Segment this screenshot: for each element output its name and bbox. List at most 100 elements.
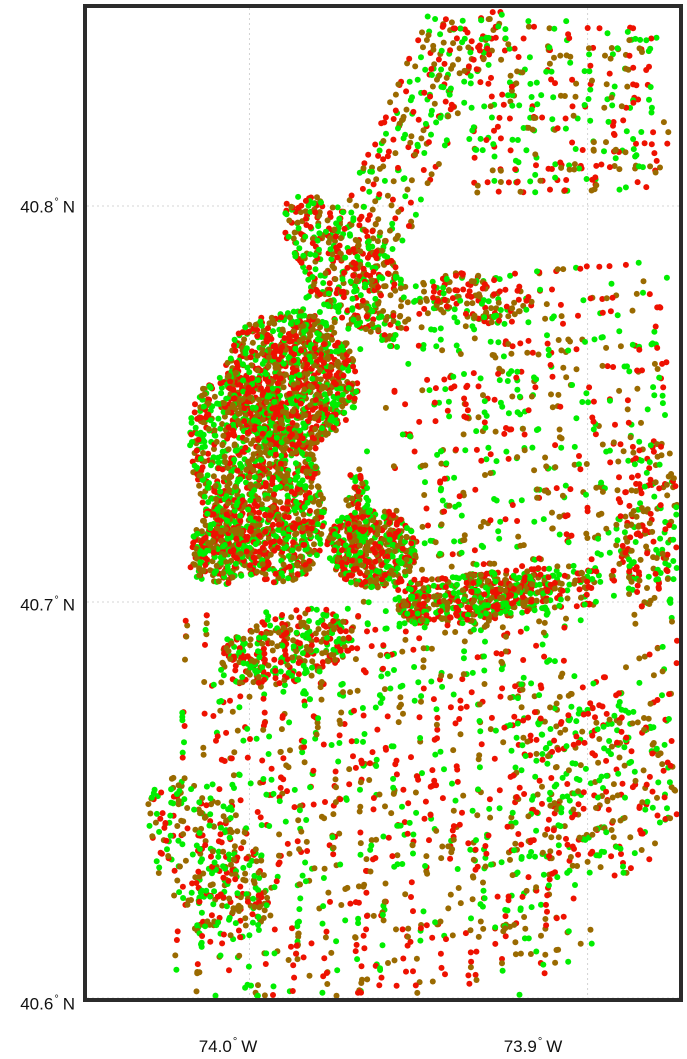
marker-point [440,22,447,29]
marker-point [256,425,263,432]
marker-point [505,313,512,320]
marker-point [283,485,290,492]
marker-point [545,165,552,172]
marker-point [237,410,243,417]
marker-point [461,35,468,42]
marker-point [273,434,280,441]
marker-point [558,444,565,451]
marker-point [285,553,292,559]
marker-point [529,126,536,133]
marker-point [457,297,464,304]
marker-point [392,91,399,98]
marker-point [588,556,595,563]
marker-point [387,292,394,299]
marker-point [449,551,456,558]
marker-point [210,549,217,556]
point-map[interactable] [87,8,679,998]
marker-point [629,443,636,450]
marker-point [275,521,282,528]
marker-point [258,322,265,329]
marker-point [448,19,455,26]
marker-point [518,497,525,504]
marker-point [307,251,314,258]
marker-point [249,455,256,462]
marker-point [301,422,308,429]
marker-point [462,447,469,454]
marker-point [461,78,468,85]
marker-point [552,174,559,181]
marker-point [441,142,448,149]
marker-point [497,179,504,185]
marker-point [483,137,490,143]
marker-point [509,393,516,400]
marker-point [584,535,591,541]
marker-point [527,178,534,185]
marker-point [210,421,217,428]
marker-point [400,294,407,301]
marker-point [290,408,296,415]
marker-point [469,127,476,134]
marker-point [418,54,424,61]
marker-point [311,345,318,352]
marker-point [255,509,262,516]
marker-point [433,343,440,350]
marker-point [210,473,217,480]
marker-point [349,306,356,313]
marker-point [212,530,219,537]
marker-point [435,161,442,167]
marker-point [471,154,478,161]
marker-point [370,181,377,188]
marker-point [359,185,366,192]
marker-point [211,393,218,400]
marker-point [593,162,600,169]
marker-point [392,548,398,555]
marker-point [531,467,538,474]
marker-point [382,114,389,121]
marker-point [378,292,384,299]
marker-point [280,384,287,391]
marker-point [470,370,477,377]
marker-point [437,31,444,38]
marker-point [423,297,430,304]
marker-point [658,443,664,450]
marker-point [481,281,488,288]
marker-point [241,336,248,343]
marker-point [342,360,349,367]
marker-point [211,446,217,452]
marker-point [362,281,368,288]
marker-point [472,486,479,493]
marker-point [377,229,384,236]
marker-point [250,417,257,424]
marker-point [533,79,540,86]
marker-point [480,561,487,568]
marker-point [302,562,309,568]
marker-point [625,419,632,426]
marker-point [349,495,356,502]
marker-point [399,545,406,552]
map-frame[interactable] [83,4,683,1002]
marker-point [550,94,557,101]
marker-point [557,403,564,410]
marker-point [416,418,423,425]
marker-point [316,291,323,298]
marker-point [332,276,339,283]
marker-point [258,501,265,508]
marker-point [624,28,631,35]
marker-point [340,209,346,216]
marker-point [369,228,376,235]
marker-point [641,140,648,147]
marker-point [353,277,360,284]
marker-point [250,451,257,458]
marker-point [549,404,556,411]
marker-point [302,412,309,419]
marker-point [226,480,233,487]
marker-point [290,539,297,546]
marker-point [497,518,504,525]
marker-point [205,450,212,457]
marker-point [322,406,329,413]
marker-point [491,291,497,298]
marker-point [390,312,397,319]
marker-point [255,515,262,522]
marker-point [609,102,616,109]
marker-point [265,378,271,385]
